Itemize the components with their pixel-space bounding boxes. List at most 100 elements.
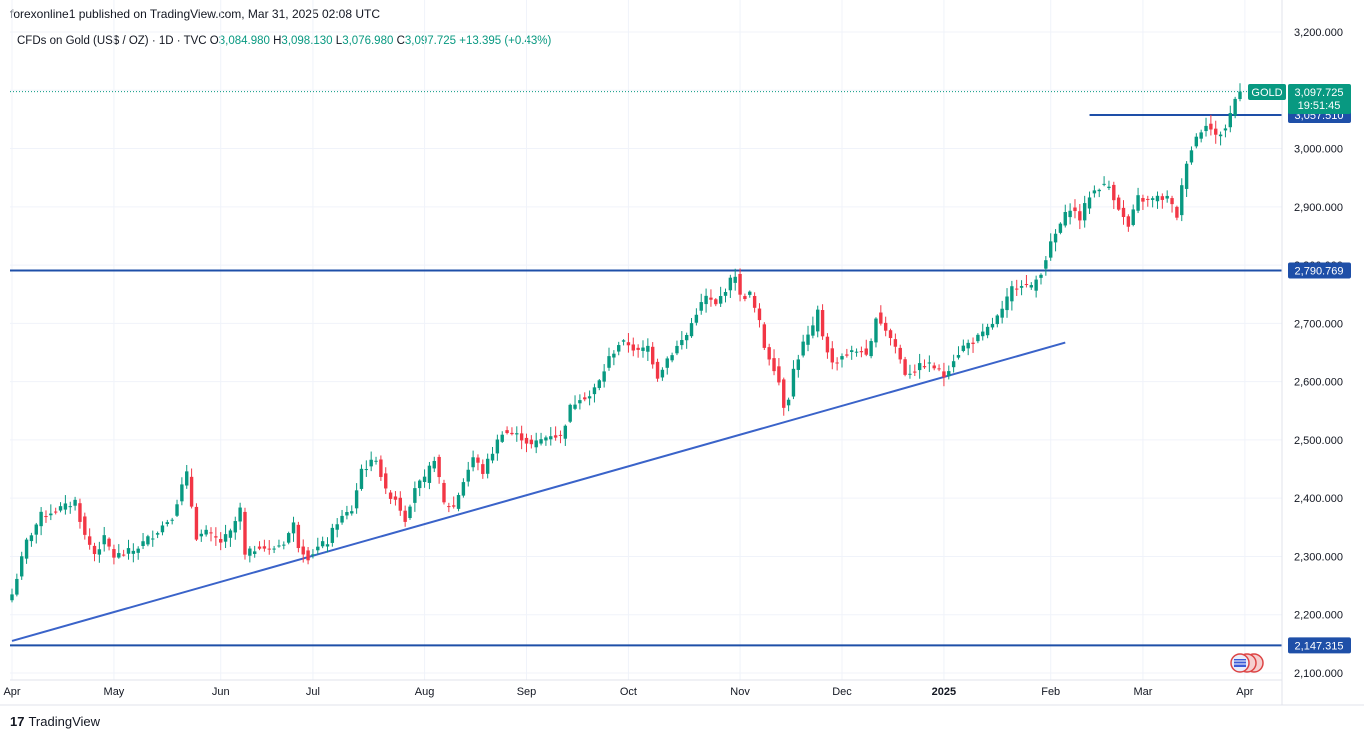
candle-body [219, 538, 223, 543]
candle-body [1175, 206, 1179, 218]
candle-body [63, 503, 68, 510]
ohlc-close-value: 3,097.725 [404, 35, 457, 47]
candle-body [262, 546, 267, 549]
candle-body [966, 342, 970, 349]
candle-body [199, 533, 203, 537]
candle-body [1223, 128, 1228, 131]
candle-body [364, 469, 369, 471]
candle-body [806, 334, 810, 345]
candle-body [189, 476, 194, 507]
events-flags-icon[interactable] [1230, 653, 1264, 673]
candle-body [160, 525, 165, 533]
candle-body [544, 437, 548, 441]
candle-body [893, 339, 898, 347]
time-tick-label: 2025 [932, 686, 956, 698]
candle-body [801, 341, 805, 356]
candle-body [107, 538, 111, 547]
candle-body [738, 273, 742, 295]
last-price-value: 3,097.725 [1295, 87, 1344, 99]
candle-body [1107, 186, 1111, 189]
candle-body [1194, 136, 1199, 147]
candle-body [825, 336, 830, 353]
symbol-name[interactable]: CFDs on Gold (US$ / OZ) · 1D · TVC [17, 35, 207, 47]
candle-body [704, 295, 708, 305]
candle-body [403, 510, 407, 522]
candle-body [228, 530, 233, 538]
price-change: +13.395 (+0.43%) [459, 35, 552, 47]
candle-body [757, 308, 762, 321]
candle-body [723, 292, 728, 296]
candle-body [267, 548, 271, 550]
candle-body [359, 468, 364, 489]
candle-body [155, 533, 160, 535]
candle-body [816, 309, 820, 332]
candle-body [655, 361, 660, 379]
candle-body [500, 434, 504, 442]
candle-body [141, 541, 145, 546]
candle-body [646, 345, 650, 352]
candle-body [427, 465, 432, 483]
candle-body [44, 516, 48, 518]
candle-body [252, 551, 257, 554]
candle-body [1102, 183, 1106, 185]
candle-body [869, 341, 873, 357]
candle-body [854, 351, 859, 353]
candle-body [354, 490, 359, 509]
candle-body [519, 433, 524, 441]
candle-body [937, 368, 941, 370]
time-tick-label: Apr [1236, 686, 1253, 698]
time-tick-label: Nov [730, 686, 750, 698]
candle-body [301, 546, 305, 555]
symbol-info-bar: CFDs on Gold (US$ / OZ) · 1D · TVC O3,08… [17, 35, 551, 47]
candle-body [985, 326, 990, 336]
candle-body [1024, 284, 1029, 286]
candle-body [306, 550, 310, 561]
candle-body [578, 400, 582, 404]
candle-body [330, 527, 335, 543]
candle-body [1160, 196, 1165, 200]
candle-body [73, 499, 77, 506]
candle-body [447, 506, 451, 508]
candle-body [117, 553, 121, 558]
candle-body [345, 512, 349, 516]
candle-body [1034, 279, 1038, 291]
candle-body [413, 488, 417, 503]
candle-body [58, 506, 63, 511]
candle-body [10, 594, 14, 601]
candle-body [1010, 286, 1014, 302]
ohlc-low-value: 3,076.980 [342, 35, 394, 47]
candle-body [1184, 163, 1189, 189]
candle-body [762, 324, 767, 348]
candle-body [1155, 195, 1160, 202]
last-price-tag [1288, 84, 1351, 114]
candle-body [277, 545, 281, 547]
candle-body [1214, 128, 1218, 135]
candle-body [24, 539, 29, 559]
candle-body [1131, 209, 1135, 225]
candle-body [718, 296, 723, 304]
candle-body [282, 544, 286, 546]
candle-body [151, 538, 155, 540]
candle-body [194, 506, 199, 540]
candle-body [78, 503, 82, 522]
candle-body [743, 296, 747, 299]
candle-body [680, 340, 684, 346]
candle-body [1165, 195, 1169, 199]
candle-body [175, 504, 179, 516]
price-tick-label: 2,400.000 [1294, 493, 1343, 505]
candle-body [689, 323, 694, 337]
candle-body [1209, 123, 1213, 130]
candle-body [583, 397, 587, 400]
candle-body [607, 356, 611, 368]
candle-body [650, 346, 655, 365]
candle-body [898, 347, 902, 360]
candle-body [660, 369, 665, 378]
candle-body [913, 371, 917, 373]
candle-body [558, 434, 563, 436]
candle-body [1170, 198, 1174, 205]
candle-body [223, 534, 228, 542]
candle-body [170, 519, 174, 521]
footer-brand[interactable]: 17 TradingView [10, 714, 100, 729]
price-tick-label: 2,500.000 [1294, 435, 1343, 447]
